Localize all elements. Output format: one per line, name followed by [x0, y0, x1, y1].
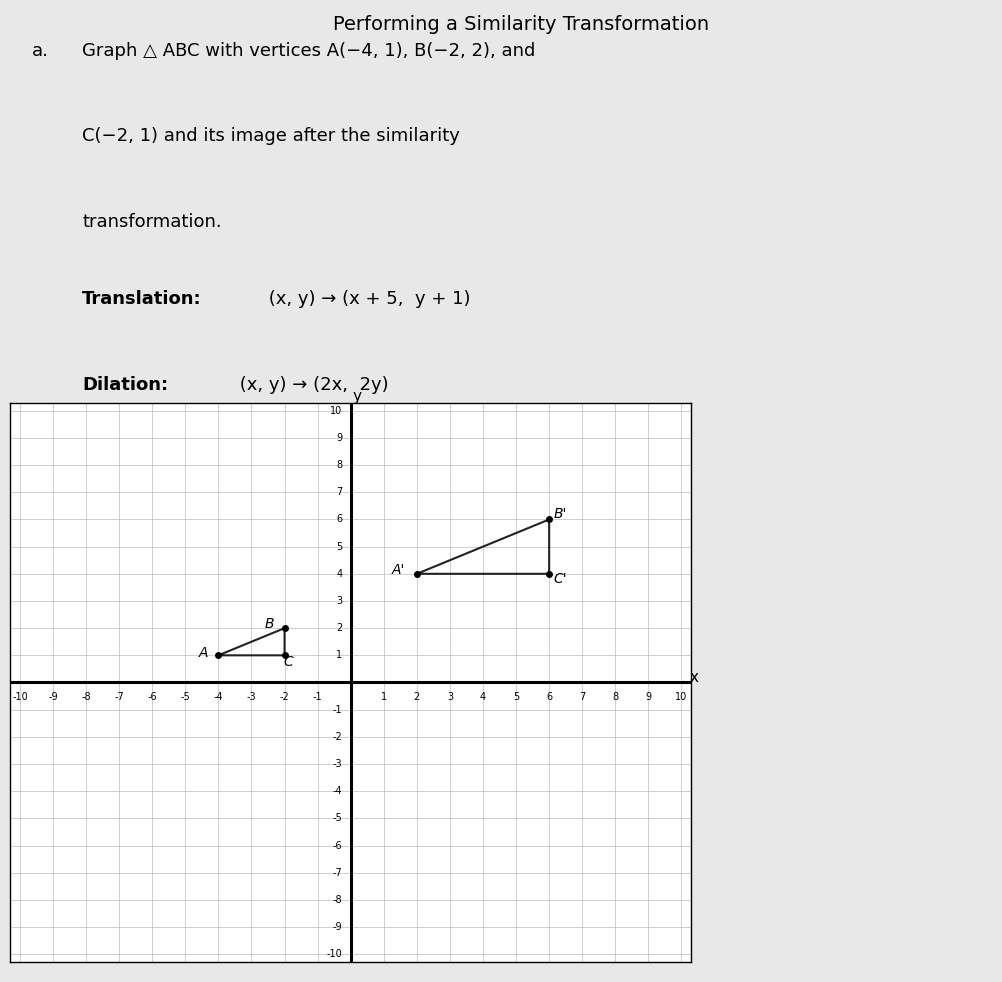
Text: (x, y) → (2x,  2y): (x, y) → (2x, 2y) [233, 376, 389, 394]
Text: 7: 7 [579, 692, 585, 702]
Text: 5: 5 [513, 692, 519, 702]
Text: 7: 7 [337, 487, 343, 497]
Text: C(−2, 1) and its image after the similarity: C(−2, 1) and its image after the similar… [82, 128, 460, 145]
Text: -3: -3 [246, 692, 257, 702]
Text: -7: -7 [333, 868, 343, 878]
Text: C: C [283, 655, 293, 669]
Text: C': C' [554, 573, 567, 586]
Text: y: y [352, 389, 361, 404]
Text: -1: -1 [333, 705, 343, 715]
Text: -10: -10 [327, 950, 343, 959]
Text: -5: -5 [333, 813, 343, 823]
Text: A: A [198, 645, 208, 660]
Text: 9: 9 [337, 433, 343, 443]
Text: 8: 8 [612, 692, 618, 702]
Text: -10: -10 [12, 692, 28, 702]
Text: B: B [265, 617, 275, 631]
Text: 3: 3 [447, 692, 453, 702]
Text: -7: -7 [114, 692, 124, 702]
Text: -2: -2 [280, 692, 290, 702]
Text: 10: 10 [331, 406, 343, 415]
Text: 3: 3 [337, 596, 343, 606]
Text: Graph △ ABC with vertices A(−4, 1), B(−2, 2), and: Graph △ ABC with vertices A(−4, 1), B(−2… [82, 41, 535, 60]
Text: -4: -4 [333, 787, 343, 796]
Text: Translation:: Translation: [82, 291, 201, 308]
Text: (x, y) → (x + 5,  y + 1): (x, y) → (x + 5, y + 1) [263, 291, 470, 308]
Text: -4: -4 [213, 692, 223, 702]
Text: -5: -5 [180, 692, 190, 702]
Text: 8: 8 [337, 461, 343, 470]
Text: -8: -8 [81, 692, 91, 702]
Text: 4: 4 [480, 692, 486, 702]
Text: B': B' [554, 507, 567, 521]
Text: 6: 6 [546, 692, 552, 702]
Text: 9: 9 [645, 692, 651, 702]
Text: 6: 6 [337, 515, 343, 524]
Text: Performing a Similarity Transformation: Performing a Similarity Transformation [333, 15, 709, 33]
Text: 2: 2 [337, 624, 343, 633]
Text: 10: 10 [675, 692, 687, 702]
Text: -3: -3 [333, 759, 343, 769]
Text: transformation.: transformation. [82, 213, 221, 231]
Text: 1: 1 [337, 650, 343, 660]
Text: Dilation:: Dilation: [82, 376, 168, 394]
Text: 1: 1 [381, 692, 387, 702]
Text: -6: -6 [333, 841, 343, 850]
Text: -1: -1 [313, 692, 323, 702]
Text: -9: -9 [333, 922, 343, 932]
Text: -2: -2 [333, 732, 343, 741]
Text: -9: -9 [48, 692, 58, 702]
Text: 4: 4 [337, 569, 343, 578]
Text: a.: a. [32, 41, 48, 60]
Text: -8: -8 [333, 895, 343, 904]
Text: A': A' [392, 563, 406, 576]
Text: -6: -6 [147, 692, 157, 702]
Text: x: x [689, 670, 698, 685]
Text: 2: 2 [414, 692, 420, 702]
Text: 5: 5 [337, 542, 343, 552]
